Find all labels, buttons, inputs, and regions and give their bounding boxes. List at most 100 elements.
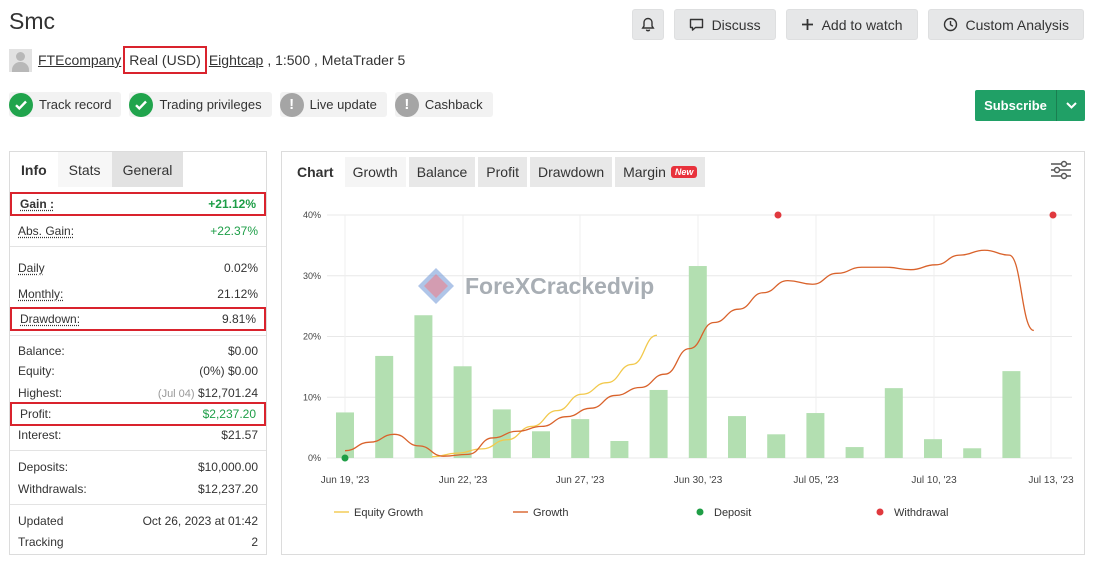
notification-button[interactable] [631,9,664,40]
balance-value: $0.00 [227,344,258,358]
growth-line [344,249,1035,457]
bar [414,315,433,458]
stat-deposits: Deposits: $10,000.00 [10,457,266,477]
chart-lines [344,249,1035,458]
updated-label: Updated [18,514,64,528]
bar [336,412,354,458]
tab-balance[interactable]: Balance [408,157,476,187]
stat-interest: Interest: $21.57 [10,425,266,445]
chart-legend: Equity Growth Growth Deposit Withdrawal [334,507,948,519]
growth-chart: 0%10%20%30%40% Jun 19, '23 Jun 22, '23 Jun… [303,210,1074,519]
withdrawals-label: Withdrawals: [18,482,87,496]
daily-label[interactable]: Daily [18,261,45,275]
verification-badges: Track record Trading privileges ! Live u… [9,92,493,117]
gain-label[interactable]: Gain : [20,197,55,211]
tab-margin[interactable]: Margin New [615,157,706,187]
x-tick-label: Jun 19, '23 [321,475,370,486]
sliders-icon[interactable] [1050,160,1072,180]
comment-icon [689,18,703,31]
legend-label: Growth [533,507,568,519]
x-tick-label: Jun 22, '23 [439,475,488,486]
add-to-watch-label: Add to watch [821,16,903,33]
chevron-down-icon [1065,102,1077,109]
stat-abs-gain: Abs. Gain: +22.37% [10,221,266,241]
deposit-point [341,454,349,462]
tab-stats[interactable]: Stats [57,152,112,187]
abs-gain-label[interactable]: Abs. Gain: [18,224,75,238]
track-record-label: Track record [39,97,112,112]
updated-value: Oct 26, 2023 at 01:42 [142,514,258,528]
bar [688,266,707,458]
equity-label: Equity: [18,364,55,378]
withdrawal-point [1049,211,1057,219]
chart-tabs: Chart Growth Balance Profit Drawdown Mar… [289,157,706,187]
tab-drawdown[interactable]: Drawdown [529,157,613,187]
bar [924,439,942,458]
cashback-badge[interactable]: ! Cashback [394,92,493,117]
discuss-label: Discuss [711,16,761,33]
stat-drawdown: Drawdown: 9.81% [10,307,266,331]
broker-link[interactable]: Eightcap [208,52,264,68]
bar [453,366,472,458]
chart-bars [336,266,1021,458]
x-tick-label: Jun 27, '23 [556,475,605,486]
drawdown-label[interactable]: Drawdown: [20,312,81,326]
subscribe-label[interactable]: Subscribe [984,98,1047,113]
watermark-text: ForeXCrackedvip [465,273,654,299]
x-tick-label: Jul 10, '23 [911,475,957,486]
withdrawal-point [774,211,782,219]
stat-highest: Highest: (Jul 04) $12,701.24 [10,383,266,403]
add-to-watch-button[interactable]: Add to watch [785,9,918,40]
trading-privileges-badge[interactable]: Trading privileges [129,92,272,117]
new-badge: New [670,166,698,178]
deposits-value: $10,000.00 [197,460,258,474]
highest-value: $12,701.24 [197,386,258,400]
custom-analysis-button[interactable]: Custom Analysis [927,9,1084,40]
bell-icon [640,17,655,32]
bar [963,448,982,458]
bar [767,434,786,458]
x-tick-label: Jul 13, '23 [1028,475,1074,486]
bar [728,416,746,458]
tab-chart[interactable]: Chart [289,157,342,187]
header-actions: Discuss Add to watch Custom Analysis [631,9,1084,40]
bar [649,389,668,458]
subscribe-dropdown[interactable] [1056,90,1085,121]
cashback-label: Cashback [424,97,483,112]
chart-y-ticks: 0% 10% 20% 30% 40% [303,210,321,463]
tab-growth[interactable]: Growth [344,157,406,187]
monthly-label[interactable]: Monthly: [18,287,64,301]
tab-info[interactable]: Info [10,152,58,187]
bar [375,355,394,458]
bar [884,388,903,458]
stat-equity: Equity: (0%) $0.00 [10,361,266,381]
profit-label: Profit: [20,407,52,421]
bar [610,440,629,458]
highest-label: Highest: [18,386,63,400]
drawdown-value: 9.81% [221,312,256,326]
monthly-value: 21.12% [217,287,258,301]
page-title: Smc [9,8,55,34]
owner-link[interactable]: FTEcompany [38,52,122,68]
tab-general[interactable]: General [111,152,184,187]
bar [806,413,825,458]
track-record-badge[interactable]: Track record [9,92,122,117]
legend-swatch [696,508,704,516]
live-update-badge[interactable]: ! Live update [279,92,387,117]
discuss-button[interactable]: Discuss [673,9,776,40]
tab-profit[interactable]: Profit [478,157,527,187]
chart-x-ticks: Jun 19, '23 Jun 22, '23 Jun 27, '23 Jun 30,… [321,475,1074,486]
legend-label: Deposit [714,507,751,519]
profit-value: $2,237.20 [202,407,256,421]
plus-icon [801,19,813,30]
exclamation-icon: ! [394,92,419,117]
deposits-label: Deposits: [18,460,69,474]
equity-growth-line [431,334,658,458]
custom-analysis-label: Custom Analysis [965,16,1069,33]
balance-label: Balance: [18,344,65,358]
subscribe-button[interactable]: Subscribe [975,90,1085,121]
stat-daily: Daily 0.02% [10,258,266,278]
stat-updated: Updated Oct 26, 2023 at 01:42 [10,511,266,531]
account-type: Real (USD) [123,46,207,74]
chart-points [341,211,1057,462]
